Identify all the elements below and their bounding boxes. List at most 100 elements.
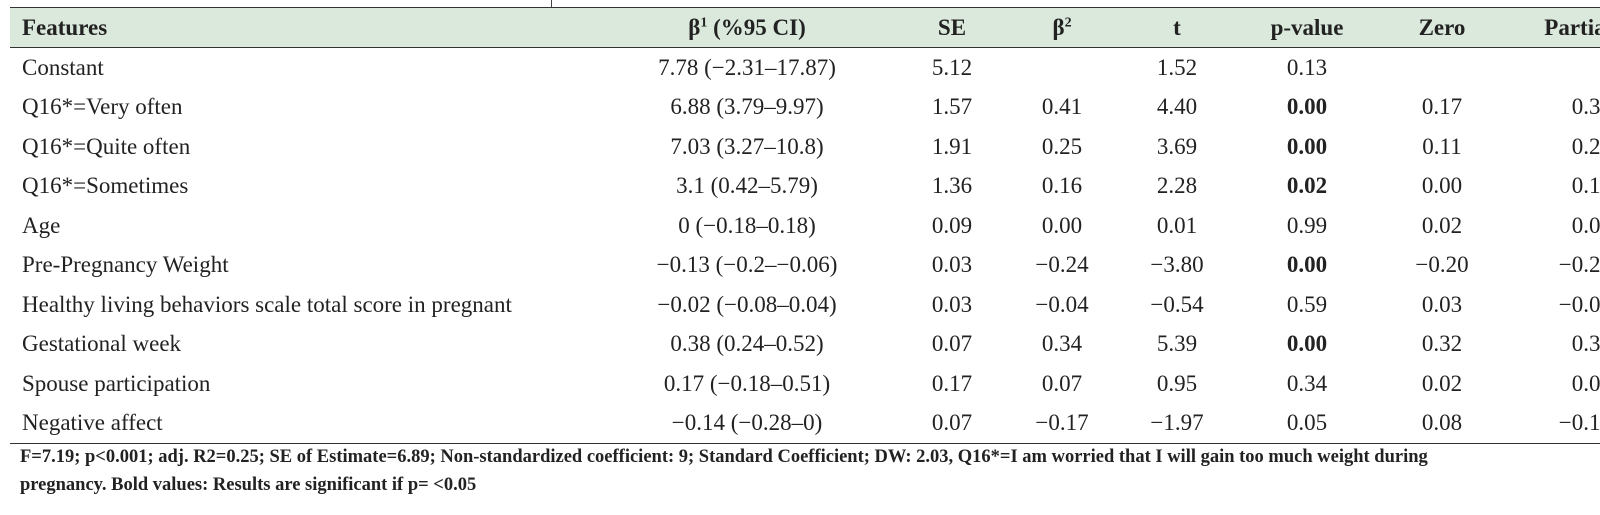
header-partial: Partial bbox=[1502, 7, 1600, 48]
cell-beta-ci: 0.38 (0.24–0.52) bbox=[670, 331, 824, 357]
cell-feature: Q16*=Very often bbox=[22, 94, 183, 120]
cell-zero: 0.02 bbox=[1421, 212, 1463, 238]
cell-se: 0.09 bbox=[931, 212, 973, 238]
cell-beta-ci: 0.17 (−0.18–0.51) bbox=[663, 370, 831, 396]
cell-zero: 0.32 bbox=[1421, 331, 1463, 357]
cell-feature: Constant bbox=[22, 54, 104, 80]
table-row: Q16*=Quite often 7.03 (3.27–10.8) 1.91 0.25… bbox=[10, 127, 1600, 167]
header-features: Features bbox=[10, 7, 592, 48]
cell-t: −3.80 bbox=[1150, 252, 1204, 278]
header-beta-ci: β1 (%95 CI) bbox=[592, 7, 902, 48]
cell-se: 0.07 bbox=[902, 403, 1002, 444]
cell-p-value: 0.00 bbox=[1286, 94, 1328, 120]
cell-p-value: 0.13 bbox=[1286, 54, 1328, 80]
cell-p-value: 0.05 bbox=[1232, 403, 1382, 444]
cell-feature: Q16*=Sometimes bbox=[22, 173, 189, 199]
cell-se: 0.07 bbox=[931, 331, 973, 357]
cell-beta2: 0.34 bbox=[1041, 331, 1083, 357]
cell-partial: −0.26 bbox=[1558, 252, 1600, 278]
cell-feature: Gestational week bbox=[22, 331, 182, 357]
cell-partial: 0.07 bbox=[1571, 370, 1600, 396]
cell-partial: −0.14 bbox=[1502, 403, 1600, 444]
table-row: Q16*=Sometimes 3.1 (0.42–5.79) 1.36 0.16 2.2… bbox=[10, 167, 1600, 207]
cell-t: 4.40 bbox=[1156, 94, 1198, 120]
cell-p-value: 0.00 bbox=[1286, 252, 1328, 278]
cell-t: 3.69 bbox=[1156, 133, 1198, 159]
cell-zero: 0.17 bbox=[1421, 94, 1463, 120]
table-footnote: F=7.19; p<0.001; adj. R2=0.25; SE of Est… bbox=[20, 443, 1590, 499]
table-header: Features β1 (%95 CI) SE β2 t p-value Zer… bbox=[10, 7, 1600, 48]
cell-partial: 0.25 bbox=[1571, 133, 1600, 159]
cell-beta-ci: 7.03 (3.27–10.8) bbox=[670, 133, 824, 159]
cell-zero: 0.00 bbox=[1421, 173, 1463, 199]
top-tick-mark bbox=[551, 0, 552, 7]
cell-beta2: 0.25 bbox=[1041, 133, 1083, 159]
cell-t: −0.54 bbox=[1150, 291, 1204, 317]
cell-beta2 bbox=[1002, 48, 1122, 88]
cell-beta2: 0.00 bbox=[1041, 212, 1083, 238]
cell-p-value: 0.00 bbox=[1286, 133, 1328, 159]
table-row: Spouse participation 0.17 (−0.18–0.51) 0.1… bbox=[10, 364, 1600, 404]
cell-zero: 0.03 bbox=[1421, 291, 1463, 317]
cell-se: 0.17 bbox=[931, 370, 973, 396]
cell-partial: 0.36 bbox=[1571, 331, 1600, 357]
cell-se: 1.57 bbox=[931, 94, 973, 120]
cell-beta2: −0.04 bbox=[1035, 291, 1089, 317]
table-row: Gestational week 0.38 (0.24–0.52) 0.07 0.34… bbox=[10, 325, 1600, 365]
cell-p-value: 0.59 bbox=[1286, 291, 1328, 317]
regression-table: Features β1 (%95 CI) SE β2 t p-value Zer… bbox=[10, 7, 1600, 444]
cell-beta-ci: −0.14 (−0.28–0) bbox=[592, 403, 902, 444]
cell-se: 1.91 bbox=[931, 133, 973, 159]
cell-t: 1.52 bbox=[1156, 54, 1198, 80]
header-p-value: p-value bbox=[1232, 7, 1382, 48]
header-t: t bbox=[1122, 7, 1232, 48]
header-zero: Zero bbox=[1382, 7, 1502, 48]
table-body: Constant 7.78 (−2.31–17.87) 5.12 1.52 0.13 Q1… bbox=[10, 48, 1600, 444]
header-beta2: β2 bbox=[1002, 7, 1122, 48]
cell-se: 1.36 bbox=[931, 173, 973, 199]
table-row: Pre-Pregnancy Weight −0.13 (−0.2–−0.06) 0.… bbox=[10, 246, 1600, 286]
table-row: Q16*=Very often 6.88 (3.79–9.97) 1.57 0.41 4… bbox=[10, 88, 1600, 128]
cell-feature: Q16*=Quite often bbox=[22, 133, 191, 159]
cell-zero bbox=[1382, 48, 1502, 88]
cell-p-value: 0.99 bbox=[1286, 212, 1328, 238]
cell-partial: 0.16 bbox=[1571, 173, 1600, 199]
footnote-line-2: pregnancy. Bold values: Results are sign… bbox=[20, 475, 477, 495]
cell-zero: −0.20 bbox=[1415, 252, 1469, 278]
cell-feature: Age bbox=[22, 212, 61, 238]
cell-p-value: 0.00 bbox=[1286, 331, 1328, 357]
cell-beta-ci: −0.02 (−0.08–0.04) bbox=[657, 291, 837, 317]
cell-feature: Spouse participation bbox=[22, 370, 211, 396]
footnote-line-1: F=7.19; p<0.001; adj. R2=0.25; SE of Est… bbox=[20, 447, 1428, 467]
cell-beta2: 0.16 bbox=[1041, 173, 1083, 199]
cell-p-value: 0.02 bbox=[1286, 173, 1328, 199]
cell-zero: 0.11 bbox=[1422, 133, 1462, 159]
header-row: Features β1 (%95 CI) SE β2 t p-value Zer… bbox=[10, 7, 1600, 48]
cell-partial: 0.00 bbox=[1571, 212, 1600, 238]
cell-beta2: −0.17 bbox=[1002, 403, 1122, 444]
cell-feature: Healthy living behaviors scale total sco… bbox=[22, 291, 512, 317]
cell-beta2: 0.41 bbox=[1041, 94, 1083, 120]
cell-t: 0.95 bbox=[1156, 370, 1198, 396]
cell-partial: −0.04 bbox=[1558, 291, 1600, 317]
cell-t: 2.28 bbox=[1156, 173, 1198, 199]
header-se: SE bbox=[902, 7, 1002, 48]
cell-beta-ci: 6.88 (3.79–9.97) bbox=[670, 94, 824, 120]
cell-se: 0.03 bbox=[931, 252, 973, 278]
cell-feature: Pre-Pregnancy Weight bbox=[22, 252, 229, 278]
cell-beta2: −0.24 bbox=[1035, 252, 1089, 278]
cell-se: 0.03 bbox=[931, 291, 973, 317]
table-row: Age 0 (−0.18–0.18) 0.09 0.00 0.01 0.99 0.02 0.0… bbox=[10, 206, 1600, 246]
cell-beta-ci: 3.1 (0.42–5.79) bbox=[676, 173, 818, 199]
cell-p-value: 0.34 bbox=[1286, 370, 1328, 396]
cell-beta-ci: 0 (−0.18–0.18) bbox=[678, 212, 816, 238]
table-row: Negative affect −0.14 (−0.28–0) 0.07 −0.17 −… bbox=[10, 403, 1600, 444]
cell-se: 5.12 bbox=[931, 54, 973, 80]
cell-partial: 0.30 bbox=[1571, 94, 1600, 120]
cell-zero: 0.02 bbox=[1421, 370, 1463, 396]
cell-beta-ci: −0.13 (−0.2–−0.06) bbox=[656, 252, 838, 278]
table-row: Constant 7.78 (−2.31–17.87) 5.12 1.52 0.13 bbox=[10, 48, 1600, 88]
cell-feature: Negative affect bbox=[10, 403, 592, 444]
cell-t: 0.01 bbox=[1156, 212, 1198, 238]
regression-table-container: Features β1 (%95 CI) SE β2 t p-value Zer… bbox=[10, 7, 1600, 444]
